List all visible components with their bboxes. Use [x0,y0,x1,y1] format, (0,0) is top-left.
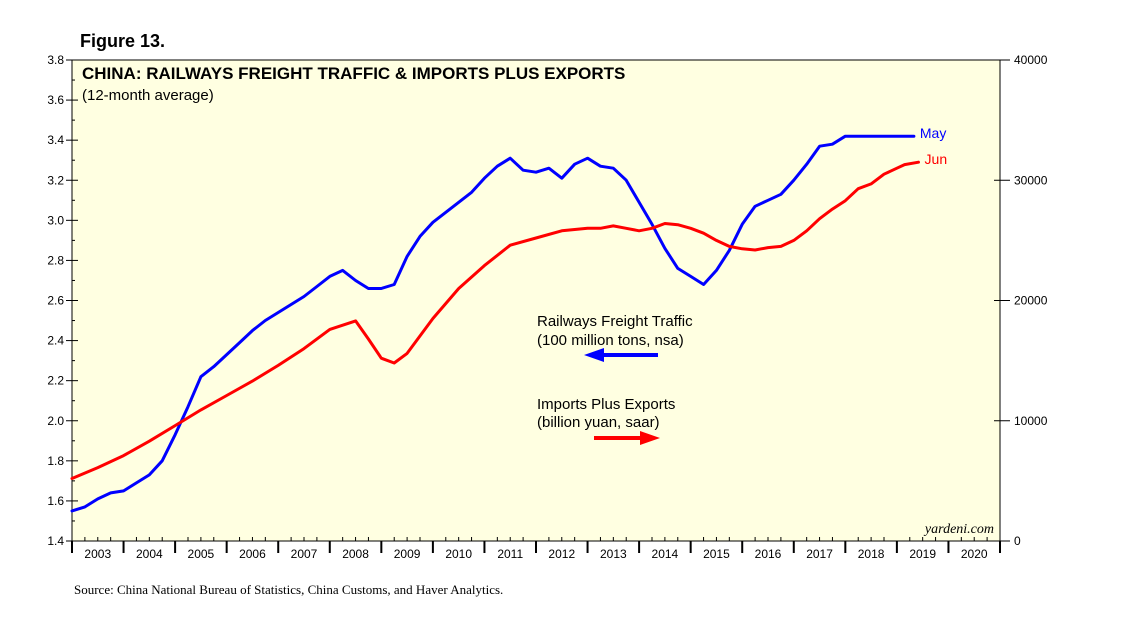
left-tick-label: 1.6 [47,494,64,508]
end-label-trade: Jun [925,151,948,167]
x-tick-label: 2007 [291,547,318,561]
x-tick-label: 2017 [806,547,833,561]
series-line-trade [70,160,920,480]
left-tick-label: 2.6 [47,294,64,308]
end-label-freight: May [920,125,946,141]
series-lines [70,134,920,513]
legend-freight-unit: (100 million tons, nsa) [537,332,684,349]
plot-area [71,59,1001,542]
chart-title: CHINA: RAILWAYS FREIGHT TRAFFIC & IMPORT… [82,64,625,83]
series-line-freight [70,134,916,513]
legend-freight: Railways Freight Traffic (100 million to… [537,313,693,362]
left-tick-label: 3.6 [47,93,64,107]
left-tick-label: 1.8 [47,454,64,468]
right-tick-label: 10000 [1014,414,1048,428]
x-tick-label: 2019 [909,547,936,561]
right-axis: 0 10000 20000 30000 40000 [994,53,1048,548]
source-note: Source: China National Bureau of Statist… [74,582,503,597]
left-tick-label: 2.4 [47,334,64,348]
legend-trade-unit: (billion yuan, saar) [537,414,660,431]
x-tick-label: 2011 [497,547,523,561]
left-tick-label: 3.0 [47,213,64,227]
legend-trade-arrow-head [640,431,660,445]
x-tick-label: 2016 [755,547,782,561]
left-tick-label: 2.2 [47,374,64,388]
x-axis: 2003 2004 2005 2006 2007 2008 2009 2010 2011 2012… [71,537,1001,561]
x-tick-label: 2014 [652,547,679,561]
left-tick-label: 1.4 [47,534,64,548]
x-tick-label: 2006 [239,547,266,561]
x-tick-label: 2004 [136,547,163,561]
legend-trade-name: Imports Plus Exports [537,396,675,413]
x-tick-label: 2008 [342,547,369,561]
right-tick-label: 20000 [1014,294,1048,308]
x-tick-label: 2018 [858,547,885,561]
x-tick-label: 2003 [84,547,111,561]
legend-trade: Imports Plus Exports (billion yuan, saar… [537,396,675,445]
left-tick-label: 3.8 [47,53,64,67]
x-tick-label: 2005 [188,547,215,561]
x-tick-label: 2013 [600,547,627,561]
chart-subtitle: (12-month average) [82,87,214,104]
legend-freight-name: Railways Freight Traffic [537,313,693,330]
right-tick-label: 0 [1014,534,1021,548]
figure-label: Figure 13. [80,31,165,51]
x-tick-label: 2020 [961,547,988,561]
left-tick-label: 2.0 [47,414,64,428]
right-tick-label: 40000 [1014,53,1048,67]
x-tick-label: 2015 [703,547,730,561]
left-tick-label: 3.4 [47,133,64,147]
left-tick-label: 2.8 [47,253,64,267]
x-tick-label: 2012 [548,547,575,561]
x-tick-label: 2010 [445,547,472,561]
x-tick-label: 2009 [394,547,421,561]
left-axis: 1.4 1.6 1.8 2.0 2.2 2.4 2.6 2.8 3.0 3.2 3.4 3.6 3.8 [47,53,78,548]
right-tick-label: 30000 [1014,173,1048,187]
watermark: yardeni.com [923,522,994,537]
legend-freight-arrow-head [584,348,604,362]
left-tick-label: 3.2 [47,173,64,187]
